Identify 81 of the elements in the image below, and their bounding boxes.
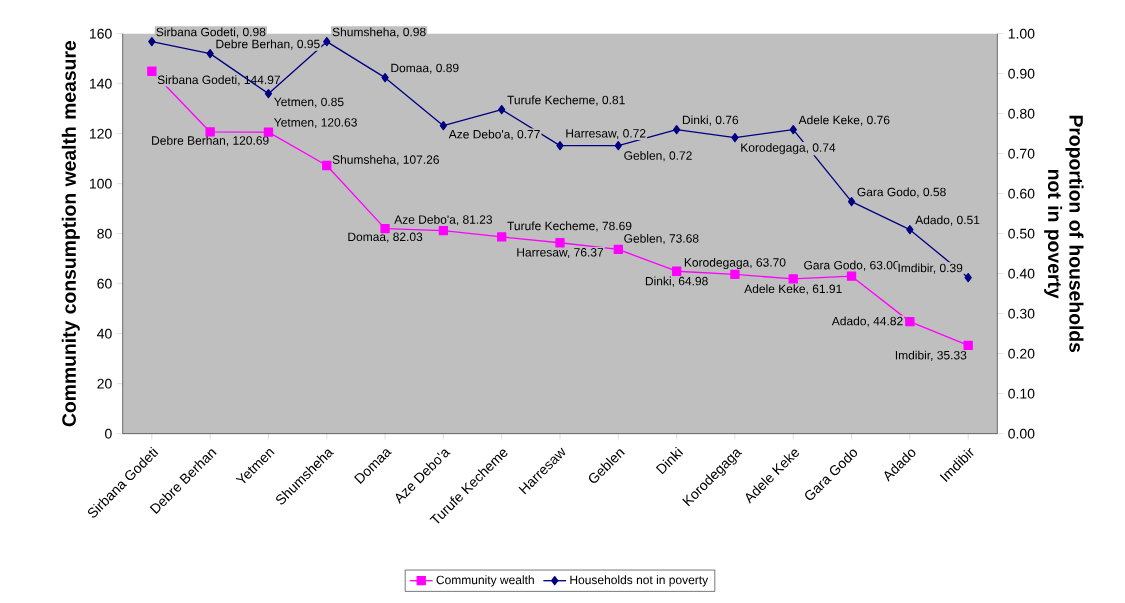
point (381, 72, 389, 83)
data-label: Harresaw, 76.37 (517, 248, 604, 258)
point (439, 120, 448, 131)
data-label: Imdibir, 0.39 (898, 263, 963, 274)
point (264, 88, 273, 99)
data-label: Debre Berhan, 120.69 (152, 135, 269, 147)
y2-tick-label: 0.80 (1008, 108, 1035, 119)
point (556, 140, 564, 151)
y-tick-label: 100 (89, 178, 112, 189)
y-tick-label: 80 (97, 228, 112, 239)
point (671, 266, 682, 276)
point (498, 104, 506, 115)
y-tick-label: 120 (89, 128, 112, 139)
data-label: Adado, 0.51 (915, 215, 980, 226)
data-label: Korodegaga, 63.70 (684, 257, 786, 270)
data-label: Turufe Kecheme, 78.69 (507, 221, 632, 232)
point (323, 36, 331, 47)
point (788, 274, 798, 284)
point (147, 66, 157, 76)
point (555, 238, 565, 248)
point (846, 271, 857, 281)
data-label: Adele Keke, 0.76 (798, 115, 890, 126)
point (497, 232, 507, 242)
y2-tick-label: 0.90 (1008, 68, 1035, 79)
data-label: Domaa, 0.89 (391, 63, 459, 74)
data-label: Korodegaga, 0.74 (741, 142, 836, 155)
y2-tick-label: 1.00 (1008, 28, 1035, 39)
point (731, 132, 739, 143)
data-label: Gara Godo, 0.58 (857, 187, 946, 198)
data-label: Yetmen, 0.85 (274, 97, 344, 108)
point (906, 224, 914, 235)
point (730, 269, 740, 280)
y2-tick-label: 0.00 (1008, 428, 1035, 439)
point (672, 124, 681, 135)
data-label: Dinki, 64.98 (645, 276, 708, 287)
point (205, 127, 215, 137)
data-label: Domaa, 82.03 (348, 232, 423, 243)
point (438, 225, 449, 236)
point (789, 124, 797, 135)
y2-tick-label: 0.30 (1008, 308, 1035, 319)
data-label: Debre Berhan, 0.95 (216, 39, 320, 50)
point (847, 196, 856, 207)
data-label: Harresaw, 0.72 (566, 129, 646, 139)
y2-tick-label: 0.70 (1008, 148, 1035, 159)
point (964, 272, 972, 283)
data-label: Geblen, 73.68 (624, 233, 699, 245)
y-tick-label: 40 (97, 328, 112, 339)
y2-tick-label: 0.60 (1008, 188, 1035, 199)
data-label: Imdibir, 35.33 (895, 350, 967, 361)
data-label: Adele Keke, 61.91 (744, 284, 842, 295)
data-label: Geblen, 0.72 (624, 150, 692, 162)
y-tick-label: 160 (89, 28, 112, 39)
data-label: Aze Debo'a, 0.77 (448, 129, 540, 140)
y-tick-label: 20 (97, 378, 112, 389)
data-label: Yetmen, 120.63 (274, 118, 357, 129)
data-label: Aze Debo'a, 81.23 (394, 215, 493, 226)
data-label: Adado, 44.82 (831, 316, 903, 327)
data-label: Shumsheha, 107.26 (332, 155, 439, 166)
y-tick-label: 140 (89, 78, 112, 89)
y2-tick-label: 0.10 (1008, 388, 1035, 399)
point (905, 316, 915, 327)
point (614, 140, 622, 151)
y-axis-title: Community consumption wealth measure (61, 40, 80, 427)
y2-tick-label: 0.20 (1008, 348, 1035, 359)
y2-tick-label: 0.50 (1008, 228, 1035, 239)
legend-label: Households not in poverty (570, 575, 709, 587)
point (206, 48, 214, 59)
data-label: Shumsheha, 0.98 (332, 27, 426, 38)
y-tick-label: 60 (97, 278, 112, 289)
y2-axis-title: Proportion of households not in poverty (1044, 115, 1084, 353)
point (963, 340, 973, 350)
data-label: Sirbana Godeti, 0.98 (156, 27, 266, 38)
legend-label: Community wealth (436, 575, 534, 587)
data-label: Turufe Kecheme, 0.81 (507, 95, 625, 106)
point (263, 127, 274, 137)
point (148, 36, 156, 47)
y2-tick-label: 0.40 (1008, 268, 1035, 279)
data-label: Dinki, 0.76 (682, 115, 739, 126)
y-tick-label: 0 (105, 428, 112, 439)
point (613, 244, 623, 255)
point (322, 160, 332, 171)
